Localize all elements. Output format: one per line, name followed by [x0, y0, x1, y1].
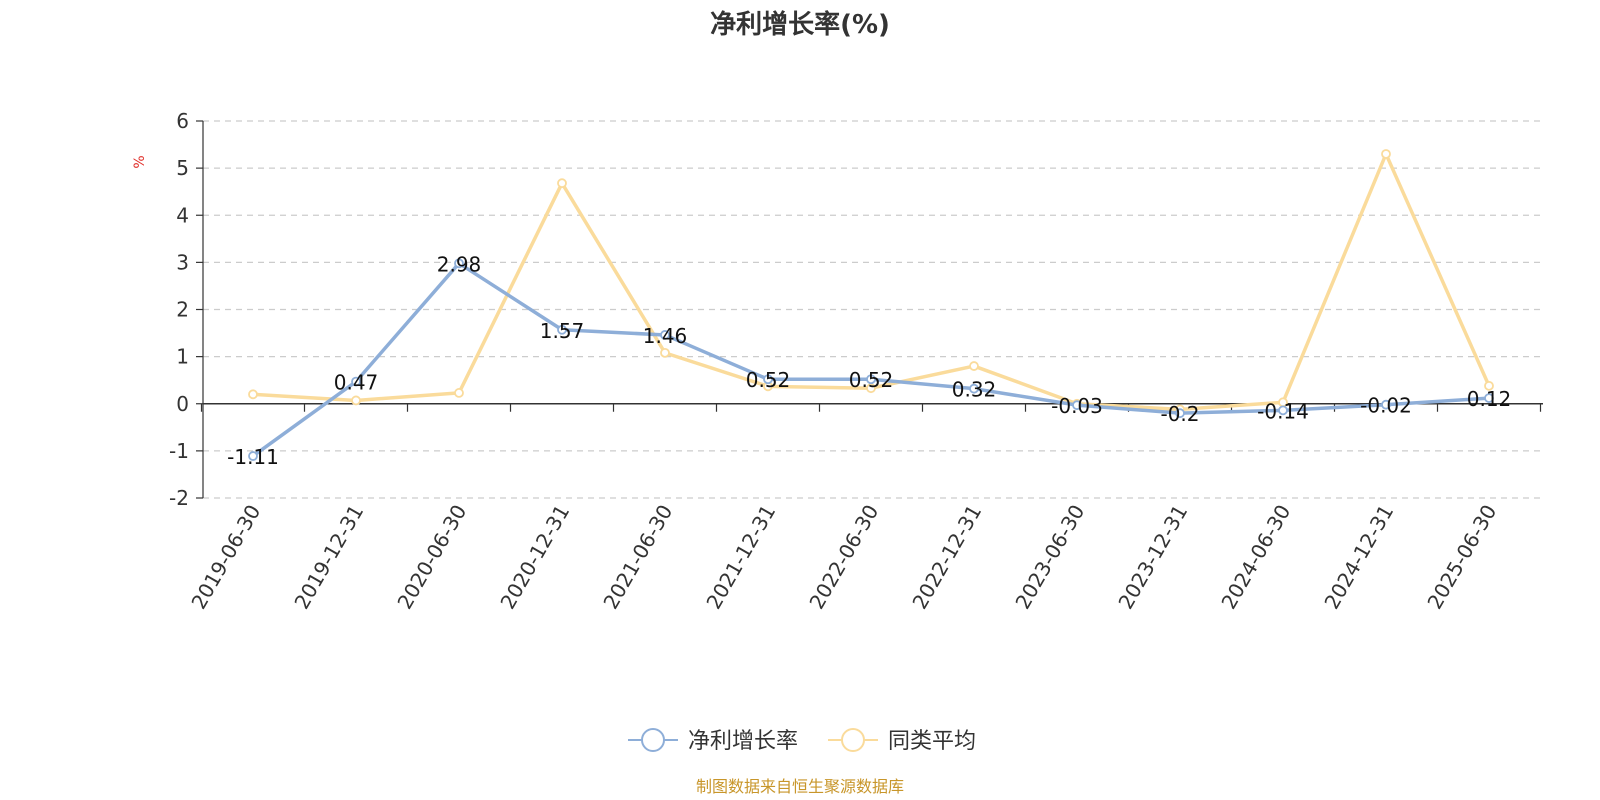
data-point — [1278, 405, 1288, 416]
data-labels: -1.11 0.47 2.98 1.57 1.46 0.52 0.52 0.32 -0.03 -0… — [227, 252, 1511, 469]
chart-title: 净利增长率(%) — [710, 9, 890, 40]
x-tick-label: 2022-06-30 — [804, 501, 883, 614]
data-point — [248, 389, 258, 400]
data-label: -0.02 — [1360, 394, 1412, 418]
data-label: 0.52 — [849, 368, 894, 392]
y-tick-label: -2 — [169, 486, 189, 510]
x-tick-label: 2025-06-30 — [1422, 501, 1501, 614]
y-tick-label: 3 — [176, 250, 189, 274]
data-point — [454, 388, 464, 398]
data-label: -0.2 — [1160, 402, 1199, 426]
series-lines — [248, 149, 1494, 461]
x-tick-label: 2021-06-30 — [598, 501, 677, 614]
data-point — [454, 258, 464, 269]
legend-swatch-marker — [841, 728, 865, 752]
data-point — [1175, 408, 1185, 419]
data-label: 0.12 — [1467, 387, 1512, 411]
legend-label: 同类平均 — [888, 729, 976, 754]
data-point — [1381, 149, 1391, 159]
x-tick-label: 2019-06-30 — [186, 501, 265, 614]
series-line — [251, 261, 1491, 458]
data-point — [969, 383, 979, 394]
y-tick-label: 0 — [176, 392, 189, 416]
y-tick-label: 1 — [176, 345, 189, 369]
x-tick-label: 2020-06-30 — [392, 501, 471, 614]
data-point — [866, 374, 876, 385]
data-point — [557, 324, 567, 335]
legend-item: 净利增长率 — [628, 728, 798, 754]
data-label: 1.46 — [643, 324, 688, 348]
data-point — [557, 178, 567, 189]
data-point — [1484, 393, 1494, 403]
y-tick-label: -1 — [169, 439, 189, 463]
x-tick-label: 2023-06-30 — [1010, 501, 1089, 614]
x-tick-label: 2024-12-31 — [1319, 501, 1398, 614]
data-point — [763, 374, 773, 385]
data-label: -0.14 — [1257, 399, 1309, 423]
data-point — [1381, 399, 1391, 410]
data-point — [660, 330, 670, 340]
y-tick-label: 4 — [176, 203, 189, 227]
data-label: -0.03 — [1051, 394, 1103, 418]
x-tick-label: 2021-12-31 — [701, 501, 780, 614]
data-point — [660, 347, 670, 358]
x-tick-label: 2024-06-30 — [1216, 501, 1295, 614]
data-point — [1072, 400, 1082, 411]
x-tick-label: 2023-12-31 — [1113, 501, 1192, 614]
y-tick-label: 2 — [176, 298, 189, 322]
legend-item: 同类平均 — [828, 728, 976, 754]
grid-lines — [203, 120, 1543, 499]
data-label: -1.11 — [227, 445, 279, 469]
data-point — [351, 395, 361, 406]
data-label: 0.47 — [334, 371, 379, 395]
source-note: 制图数据来自恒生聚源数据库 — [696, 777, 904, 796]
data-label: 1.57 — [540, 319, 585, 343]
y-tick-label: 5 — [176, 156, 189, 180]
data-point — [351, 376, 361, 387]
data-point — [1484, 380, 1494, 391]
y-axis-unit-label: % — [132, 155, 148, 168]
y-tick-label: 6 — [176, 109, 189, 133]
legend-label: 净利增长率 — [688, 729, 798, 754]
data-point — [969, 361, 979, 371]
x-tick-label: 2020-12-31 — [495, 501, 574, 614]
data-label: 0.52 — [746, 368, 791, 392]
data-point — [248, 451, 258, 461]
data-label: 2.98 — [437, 252, 482, 276]
data-point — [866, 383, 876, 394]
x-tick-label: 2019-12-31 — [289, 501, 368, 614]
legend-swatch-marker — [641, 728, 665, 752]
data-label: 0.32 — [952, 378, 997, 402]
legend: 净利增长率 同类平均 — [628, 728, 976, 754]
x-tick-label: 2022-12-31 — [907, 501, 986, 614]
